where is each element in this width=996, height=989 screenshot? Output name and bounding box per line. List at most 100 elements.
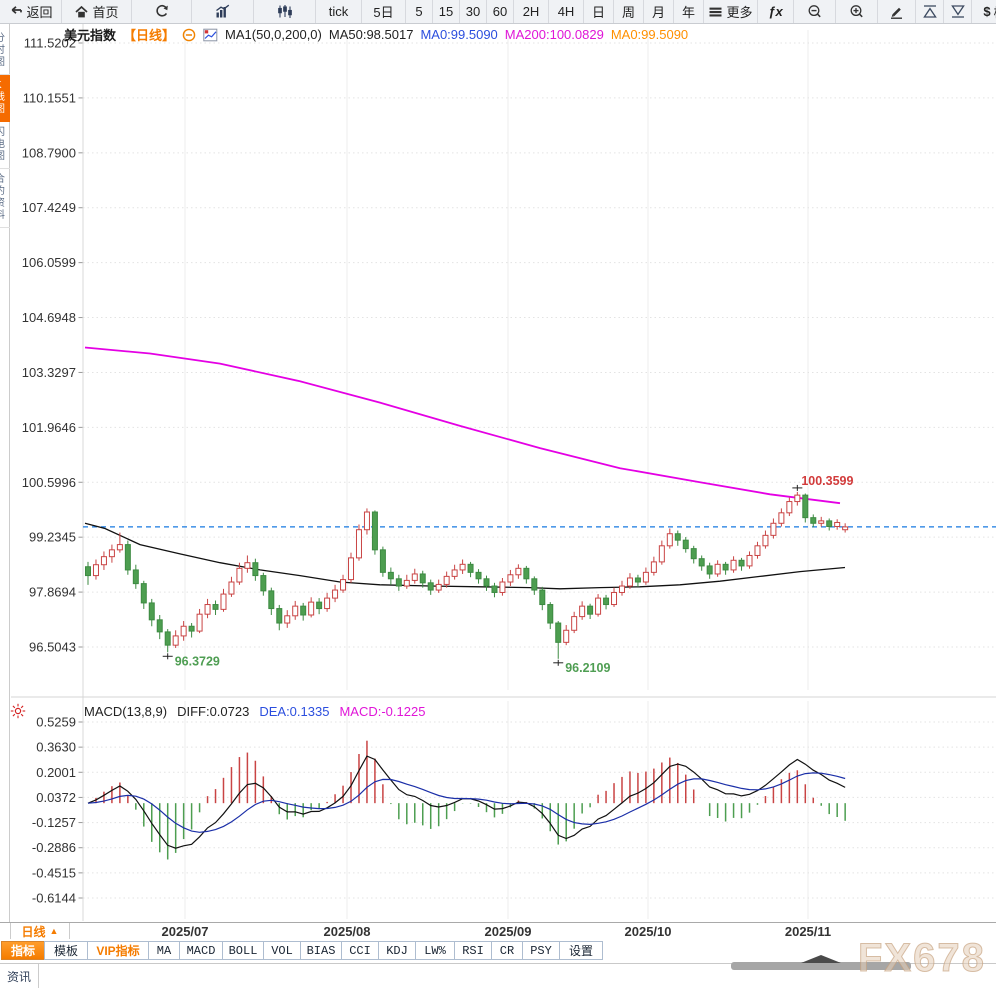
horizontal-scrollbar[interactable] <box>731 955 911 970</box>
candle-body <box>236 567 243 583</box>
indicator-settings-icon[interactable] <box>10 703 26 724</box>
indicator-tab-kdj[interactable]: KDJ <box>378 941 416 960</box>
interval-15-button[interactable]: 15 <box>433 0 460 23</box>
interval-60-button[interactable]: 60 <box>487 0 514 23</box>
candle-body <box>539 589 546 606</box>
draw-button[interactable] <box>878 0 916 23</box>
month-label: 2025/10 <box>624 924 672 939</box>
interval-5-button[interactable]: 5 <box>406 0 433 23</box>
candle-body <box>786 501 793 514</box>
home-button[interactable]: 首页 <box>62 0 132 23</box>
sidebar-item-4[interactable]: 合约资料 <box>0 169 10 228</box>
limit-up-button[interactable] <box>916 0 944 23</box>
indicator-tab-cr[interactable]: CR <box>491 941 523 960</box>
interval-tick-button[interactable]: tick <box>316 0 362 23</box>
period-selector-label: 日线 <box>21 924 46 939</box>
fx678-watermark: FX678 <box>858 936 986 981</box>
home-icon <box>74 5 89 19</box>
interval-day-button[interactable]: 日 <box>584 0 614 23</box>
candle-body <box>491 585 498 593</box>
sim-trade-button[interactable]: $模拟 <box>972 0 996 23</box>
candle-body <box>132 569 139 585</box>
candle-body <box>427 582 434 591</box>
candlestick-mode-button[interactable] <box>254 0 316 23</box>
candle-body <box>595 597 602 615</box>
limit-down-button[interactable] <box>944 0 972 23</box>
axis-or-label-text: 111.5202 <box>24 36 76 51</box>
indicator-tab-macd[interactable]: MACD <box>179 941 223 960</box>
indicator-tab-cci[interactable]: CCI <box>341 941 379 960</box>
toolbar-label: 30 <box>465 4 481 19</box>
sidebar-item-3[interactable]: 闪电图 <box>0 122 10 169</box>
sidebar-item-2[interactable]: K线图 <box>0 75 10 122</box>
indicator-tab-vol[interactable]: VOL <box>263 941 301 960</box>
candle-body <box>523 567 530 580</box>
news-tab[interactable]: 资讯 <box>0 964 39 988</box>
macd-diff-value: DIFF:0.0723 <box>177 704 250 719</box>
interval-2h-button[interactable]: 2H <box>514 0 549 23</box>
interval-4h-button[interactable]: 4H <box>549 0 584 23</box>
candle-body <box>714 563 721 575</box>
axis-or-label-text: 107.4249 <box>22 200 76 215</box>
toolbar-label: 返回 <box>26 5 53 20</box>
candle-body <box>842 526 849 531</box>
axis-or-label-text: 106.0599 <box>22 255 76 270</box>
period-selector[interactable]: 日线 ▲ <box>10 923 70 939</box>
sidebar-item-1[interactable]: 分时图 <box>0 28 10 75</box>
candle-body <box>467 563 474 573</box>
indicator-tab-lw%[interactable]: LW% <box>415 941 455 960</box>
indicator-tab-rsi[interactable]: RSI <box>454 941 492 960</box>
indicator-tab-ma[interactable]: MA <box>148 941 180 960</box>
indicator-tab-指标[interactable]: 指标 <box>1 941 45 960</box>
pencil-icon <box>889 5 904 19</box>
candle-body <box>228 581 235 595</box>
indicator-tab-psy[interactable]: PSY <box>522 941 560 960</box>
scrollbar-arrow-up-icon <box>801 955 841 963</box>
candle-body <box>268 590 275 610</box>
toolbar-label: 5日 <box>373 5 394 20</box>
interval-month-button[interactable]: 月 <box>644 0 674 23</box>
interval-week-button[interactable]: 周 <box>614 0 644 23</box>
axis-or-label-text: 101.9646 <box>22 420 76 435</box>
more-button[interactable]: 更多 <box>704 0 758 23</box>
indicator-tab-vip指标[interactable]: VIP指标 <box>87 941 149 960</box>
zoom-out-button[interactable] <box>794 0 836 23</box>
candle-body <box>252 562 259 577</box>
candle-body <box>379 549 386 573</box>
indicator-tab-设置[interactable]: 设置 <box>559 941 603 960</box>
candle-body <box>658 545 665 563</box>
refresh-button[interactable] <box>132 0 192 23</box>
candle-body <box>618 585 625 593</box>
collapse-indicator-icon[interactable] <box>182 28 196 42</box>
month-label: 2025/11 <box>784 924 832 939</box>
zoom-in-button[interactable] <box>836 0 878 23</box>
candle-body <box>587 605 594 615</box>
candle-body <box>579 605 586 618</box>
interval-5d-button[interactable]: 5日 <box>362 0 406 23</box>
sidebar-item-label: 闪电图 <box>0 127 9 163</box>
bar-chart-mode-button[interactable] <box>192 0 254 23</box>
indicator-tab-模板[interactable]: 模板 <box>44 941 88 960</box>
tri-down-icon <box>950 4 966 19</box>
back-button[interactable]: 返回 <box>0 0 62 23</box>
axis-or-label-text: -0.2886 <box>32 840 76 855</box>
indicator-tab-bar: 指标 模板 VIP指标 MA MACD BOLL VOL BIAS CCI KDJ LW% RSI CR… <box>0 939 996 962</box>
candle-body <box>188 625 195 632</box>
ma-legend-icon[interactable] <box>203 28 218 42</box>
axis-or-label-text: 96.5043 <box>29 640 76 655</box>
zoom-out-icon <box>807 4 823 19</box>
indicator-tab-boll[interactable]: BOLL <box>222 941 264 960</box>
indicator-tab-bias[interactable]: BIAS <box>300 941 342 960</box>
axis-or-label-text: 0.5259 <box>36 715 76 730</box>
candle-body <box>722 563 729 571</box>
candles-icon <box>277 4 293 19</box>
fx-indicator-button[interactable]: ƒx <box>758 0 794 23</box>
ma200-value: MA200:100.0829 <box>504 27 604 42</box>
candle-body <box>196 613 203 632</box>
axis-or-label-text: 96.2109 <box>565 661 610 675</box>
interval-year-button[interactable]: 年 <box>674 0 704 23</box>
candle-body <box>499 581 506 593</box>
interval-30-button[interactable]: 30 <box>460 0 487 23</box>
candle-body <box>802 494 809 519</box>
